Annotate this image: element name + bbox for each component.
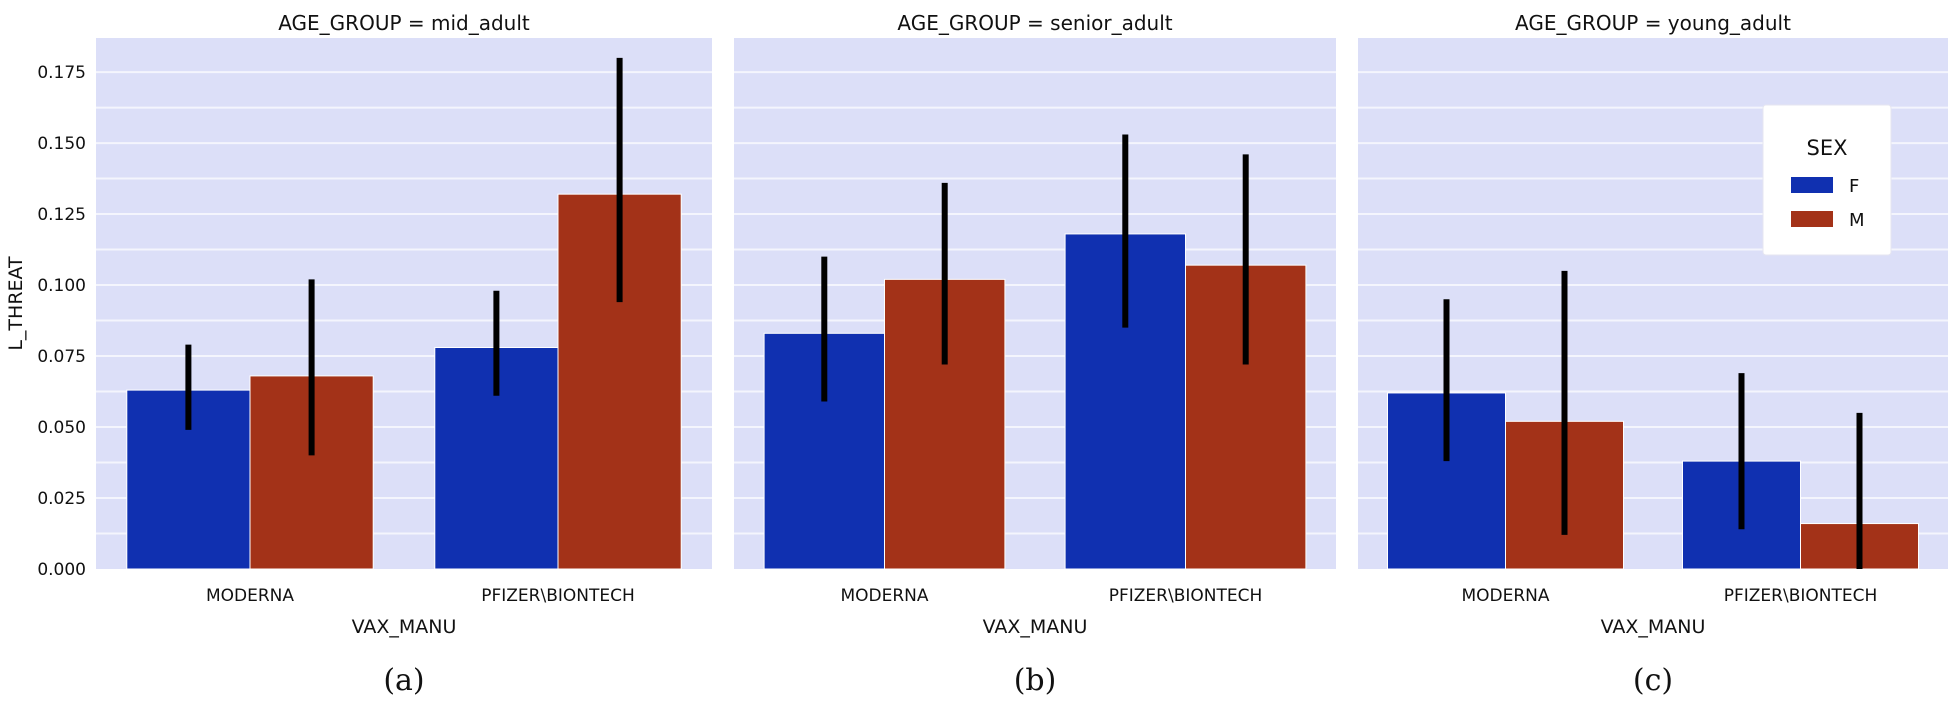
x-axis-label: VAX_MANU (983, 616, 1088, 638)
legend-title: SEX (1807, 136, 1848, 160)
legend-swatch-m (1791, 211, 1833, 227)
x-axis-label: VAX_MANU (352, 616, 457, 638)
y-tick-label: 0.100 (37, 276, 86, 296)
x-tick-label: PFIZER\BIONTECH (1109, 586, 1263, 606)
facet-title: AGE_GROUP = senior_adult (897, 11, 1172, 35)
subfigure-label: (c) (1633, 663, 1673, 698)
y-tick-label: 0.075 (37, 347, 86, 367)
y-axis-label: L_THREAT (5, 256, 27, 351)
subfigure-label: (a) (383, 663, 424, 698)
y-tick-label: 0.125 (37, 205, 86, 225)
x-tick-label: MODERNA (1461, 586, 1549, 606)
x-axis-label: VAX_MANU (1601, 616, 1706, 638)
y-tick-label: 0.025 (37, 489, 86, 509)
y-tick-label: 0.175 (37, 63, 86, 83)
y-tick-label: 0.150 (37, 134, 86, 154)
y-tick-label: 0.000 (37, 560, 86, 580)
legend-label-m: M (1849, 210, 1865, 231)
x-tick-label: PFIZER\BIONTECH (1724, 586, 1878, 606)
subfigure-label: (b) (1014, 663, 1057, 698)
x-tick-label: MODERNA (206, 586, 294, 606)
x-tick-label: PFIZER\BIONTECH (481, 586, 635, 606)
x-tick-label: MODERNA (840, 586, 928, 606)
legend-label-f: F (1849, 176, 1859, 197)
legend-swatch-f (1791, 177, 1833, 193)
y-tick-label: 0.050 (37, 418, 86, 438)
facet-title: AGE_GROUP = mid_adult (278, 11, 530, 35)
facet-title: AGE_GROUP = young_adult (1515, 11, 1791, 35)
